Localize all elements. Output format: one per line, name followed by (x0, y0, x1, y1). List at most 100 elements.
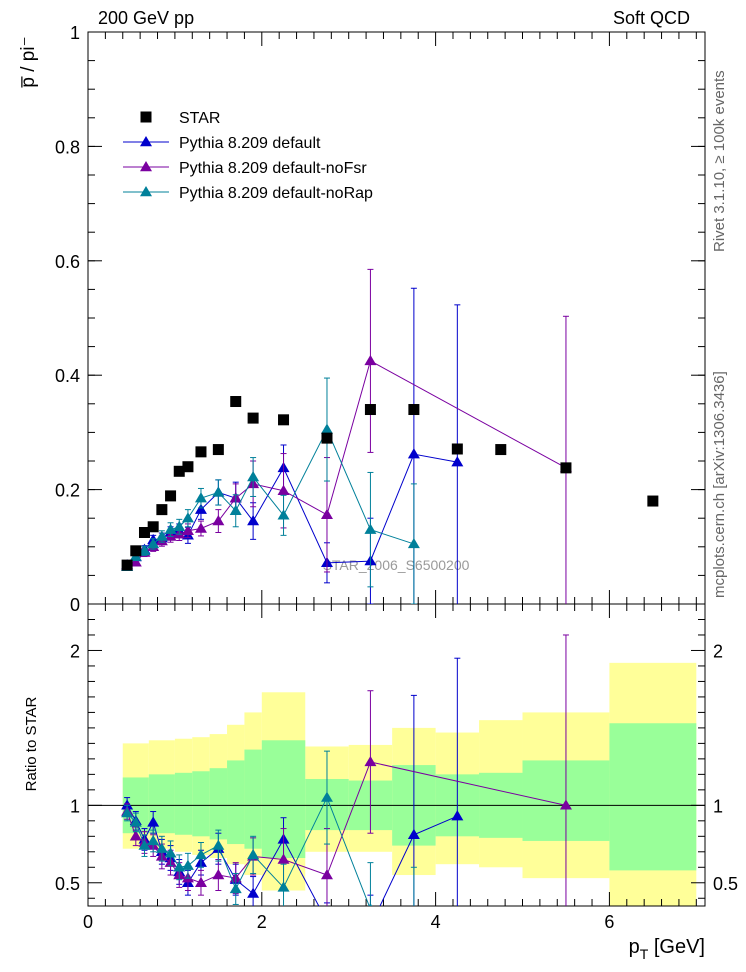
legend-item-star: STAR (140, 110, 220, 127)
data-point (155, 530, 168, 541)
data-point (212, 869, 225, 880)
star-point (495, 444, 507, 456)
data-point (194, 522, 207, 533)
star-point (247, 412, 259, 424)
data-point (364, 755, 377, 767)
data-point (129, 556, 142, 567)
data-point (138, 839, 151, 850)
legend-item-pythia-8-209-default-nofsr: Pythia 8.209 default-noFsr (123, 160, 367, 177)
star-point (321, 432, 333, 444)
star-point (408, 404, 420, 416)
watermark: STAR_2006_S6500200 (323, 557, 470, 573)
star-point (138, 527, 150, 538)
legend-marker (140, 111, 152, 123)
band-inner-4 (209, 768, 228, 840)
data-point (147, 834, 160, 846)
series-pythia-8-209-default-norap (121, 750, 420, 918)
data-point (121, 807, 134, 818)
data-point (147, 537, 160, 549)
data-point (247, 887, 260, 898)
band-inner-14 (609, 723, 697, 871)
star-point (195, 446, 207, 458)
data-point (194, 876, 207, 887)
data-point (364, 920, 376, 930)
star-point (121, 559, 133, 571)
data-point (364, 523, 377, 534)
data-point (229, 882, 242, 894)
mcplots-label: mcplots.cern.ch [arXiv:1306.3436] (711, 371, 728, 598)
data-point (368, 903, 373, 906)
main-y-tick-label: 1 (70, 23, 80, 43)
data-point (320, 508, 333, 519)
x-tick-label: 6 (604, 912, 614, 932)
data-point (138, 544, 151, 556)
ratio-panel-frame (87, 603, 706, 907)
data-point (559, 799, 572, 810)
legend-item-pythia-8-209-default-norap: Pythia 8.209 default-noRap (123, 185, 373, 202)
data-point (321, 915, 333, 925)
data-point (181, 512, 194, 523)
data-point (212, 839, 225, 850)
main-y-tick-label: 0 (70, 595, 80, 615)
star-point (364, 404, 376, 416)
data-point (247, 515, 260, 526)
data-point (277, 509, 290, 520)
data-point (408, 908, 420, 918)
legend: STAR Pythia 8.209 default Pythia 8.209 def… (123, 110, 373, 202)
data-point (277, 853, 290, 864)
star-point (173, 465, 185, 477)
legend-marker (140, 136, 152, 147)
x-axis-label: pT [GeV] (629, 936, 705, 962)
data-point (194, 492, 207, 503)
data-point (364, 354, 377, 366)
data-point (194, 503, 207, 514)
data-point (147, 816, 160, 827)
main-series-layer (121, 268, 659, 604)
data-point (407, 537, 420, 549)
data-point (320, 869, 333, 880)
data-point (212, 486, 225, 497)
star-point (278, 414, 290, 426)
ratio-uncertainty-bands (122, 662, 697, 906)
data-point (320, 423, 333, 434)
legend-label: Pythia 8.209 default (179, 135, 321, 152)
x-tick-label: 0 (83, 912, 93, 932)
ratio-series-layer (121, 634, 572, 930)
data-point (320, 791, 333, 802)
series-star (121, 396, 659, 571)
data-point (247, 848, 260, 860)
star-point (647, 495, 659, 507)
main-ylabel: p̅ / pi⁻ (18, 36, 39, 88)
legend-label: Pythia 8.209 default-noFsr (179, 160, 367, 177)
main-y-tick-label: 0.2 (55, 481, 80, 501)
ratio-y-tick-label: 0.5 (55, 874, 80, 894)
main-axes: 0 0.2 0.4 0.6 0.8 1 (55, 23, 705, 615)
ratio-y-tick-label-right: 1 (713, 796, 723, 816)
x-tick-label: 2 (257, 912, 267, 932)
main-y-tick-label: 0.8 (55, 137, 80, 157)
data-point (229, 504, 242, 515)
ratio-y-tick-label-right: 0.5 (713, 874, 738, 894)
star-point (130, 545, 142, 557)
legend-item-pythia-8-209-default: Pythia 8.209 default (123, 135, 321, 152)
data-point (164, 847, 177, 858)
header-left: 200 GeV pp (98, 8, 194, 28)
star-point (451, 443, 463, 455)
band-inner-5 (227, 760, 245, 845)
data-point (129, 830, 142, 841)
data-point (173, 520, 186, 531)
legend-label: STAR (179, 110, 220, 127)
data-point (407, 828, 420, 839)
data-point (181, 524, 194, 535)
legend-label: Pythia 8.209 default-noRap (179, 185, 373, 202)
star-point (165, 490, 177, 502)
band-inner-3 (192, 771, 210, 837)
legend-marker (140, 186, 152, 197)
star-point (156, 504, 168, 516)
band-inner-2 (174, 772, 193, 835)
data-point (173, 861, 186, 872)
band-inner-6 (244, 749, 262, 849)
star-point (182, 461, 194, 473)
data-point (212, 515, 225, 526)
header-right: Soft QCD (613, 8, 690, 28)
